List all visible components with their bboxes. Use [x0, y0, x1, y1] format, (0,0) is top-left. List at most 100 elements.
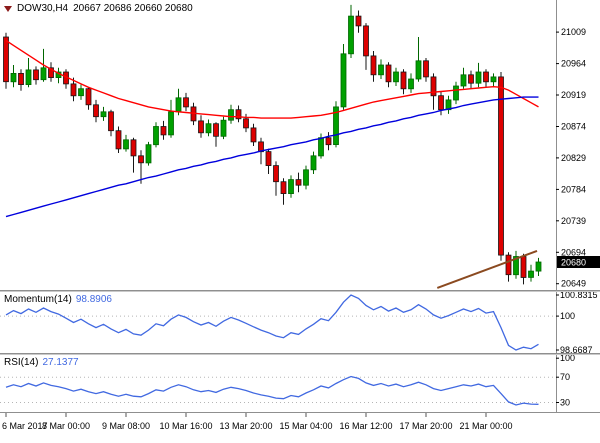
candle: [130, 139, 137, 157]
candle: [423, 60, 429, 78]
candle: [468, 74, 474, 84]
price-axis-label: 20964: [561, 59, 586, 69]
candle: [183, 97, 189, 108]
candle: [280, 181, 287, 194]
candle: [123, 139, 129, 150]
candle: [48, 67, 54, 79]
price-axis-label: 20829: [561, 153, 586, 163]
momentum-label: Momentum(14): [4, 294, 72, 305]
price-axis-label: 20694: [561, 247, 586, 257]
candle: [438, 95, 444, 111]
candle: [25, 69, 32, 86]
indicator-axis-label: 70: [560, 372, 570, 382]
candle: [453, 85, 459, 101]
panel-splitter[interactable]: [0, 290, 600, 292]
candle: [108, 111, 114, 132]
candle: [340, 53, 347, 108]
candle: [40, 67, 47, 81]
candle: [265, 151, 272, 167]
candle: [490, 76, 497, 83]
rsi-label: RSI(14): [4, 357, 39, 368]
time-axis-label: 16 Mar 12:00: [339, 421, 392, 431]
rsi-header: RSI(14) 27.1377: [4, 357, 79, 368]
candle: [3, 36, 9, 83]
candle: [505, 254, 512, 276]
rsi-line: [5, 375, 539, 406]
candle: [378, 64, 384, 76]
candle: [318, 137, 324, 157]
candle: [100, 111, 107, 118]
time-axis: 6 Mar 2017 8 Mar 00:00 9 Mar 08:00 10 Mar 1…: [0, 412, 600, 443]
momentum-line: [5, 294, 539, 351]
price-chart-canvas[interactable]: 21009 20964 20919 20874 20829 20784 20739 20694…: [0, 0, 600, 290]
time-axis-label: 10 Mar 16:00: [159, 421, 212, 431]
price-axis-label: 21009: [561, 27, 586, 37]
candle: [145, 144, 152, 164]
candle: [288, 179, 294, 195]
indicator-axis-label: 98.6687: [560, 345, 593, 353]
candle: [243, 118, 249, 129]
rsi-panel: 100 70 30 RSI(14) 27.1377: [0, 355, 600, 412]
candle: [325, 137, 332, 146]
main-chart-panel: 21009 20964 20919 20874 20829 20784 20739 20694…: [0, 0, 600, 290]
candle: [273, 165, 279, 183]
candle: [408, 78, 414, 90]
candle: [168, 111, 174, 136]
candle: [400, 71, 407, 90]
candle: [483, 71, 489, 83]
momentum-panel: 100.8315 100 98.6687 Momentum(14) 98.8906: [0, 292, 600, 353]
candle: [205, 123, 212, 134]
rsi-value: 27.1377: [42, 357, 79, 368]
candle: [385, 64, 392, 83]
time-axis-label: 13 Mar 20:00: [219, 421, 272, 431]
candle: [175, 97, 182, 113]
candle: [295, 179, 302, 186]
ma-red-line: [5, 39, 539, 119]
time-axis-label: 8 Mar 00:00: [42, 421, 90, 431]
candle: [303, 169, 309, 186]
svg-text:20680: 20680: [561, 258, 586, 268]
candle: [310, 155, 317, 171]
candle: [363, 25, 369, 57]
candle: [535, 261, 542, 272]
price-axis-label: 20784: [561, 184, 586, 194]
symbol-timeframe-label: DOW30,H4: [17, 3, 69, 14]
current-price-badge: 20680: [557, 256, 600, 268]
candle: [475, 71, 482, 84]
candle: [498, 76, 504, 256]
candle: [213, 123, 219, 137]
momentum-canvas[interactable]: 100.8315 100 98.6687: [0, 292, 600, 353]
candle: [78, 88, 84, 97]
candle: [153, 126, 159, 146]
time-axis-label: 21 Mar 00:00: [459, 421, 512, 431]
candle: [520, 256, 527, 278]
candle: [93, 104, 99, 118]
candle: [393, 71, 399, 83]
symbol-marker-icon: [4, 5, 12, 12]
chart-header: DOW30,H4 20667 20686 20660 20680: [4, 3, 193, 14]
candle: [348, 15, 354, 55]
price-axis-label: 20649: [561, 279, 586, 289]
candle: [220, 119, 227, 137]
candle: [250, 127, 257, 143]
candle: [333, 106, 339, 146]
time-axis-label: 9 Mar 08:00: [102, 421, 150, 431]
ohlc-values: 20667 20686 20660 20680: [73, 3, 193, 14]
time-axis-label: 17 Mar 20:00: [399, 421, 452, 431]
price-axis-label: 20739: [561, 216, 586, 226]
indicator-axis-label: 30: [560, 398, 570, 408]
candle: [528, 270, 534, 278]
candle: [228, 109, 234, 121]
panel-splitter[interactable]: [0, 353, 600, 355]
candle: [10, 73, 17, 83]
rsi-canvas[interactable]: 100 70 30: [0, 355, 600, 412]
candle: [460, 74, 467, 87]
trendline[interactable]: [436, 249, 538, 289]
candle: [513, 256, 519, 276]
candle: [115, 130, 122, 150]
time-axis-label: 15 Mar 04:00: [279, 421, 332, 431]
candle: [430, 76, 437, 97]
candle: [138, 155, 144, 164]
